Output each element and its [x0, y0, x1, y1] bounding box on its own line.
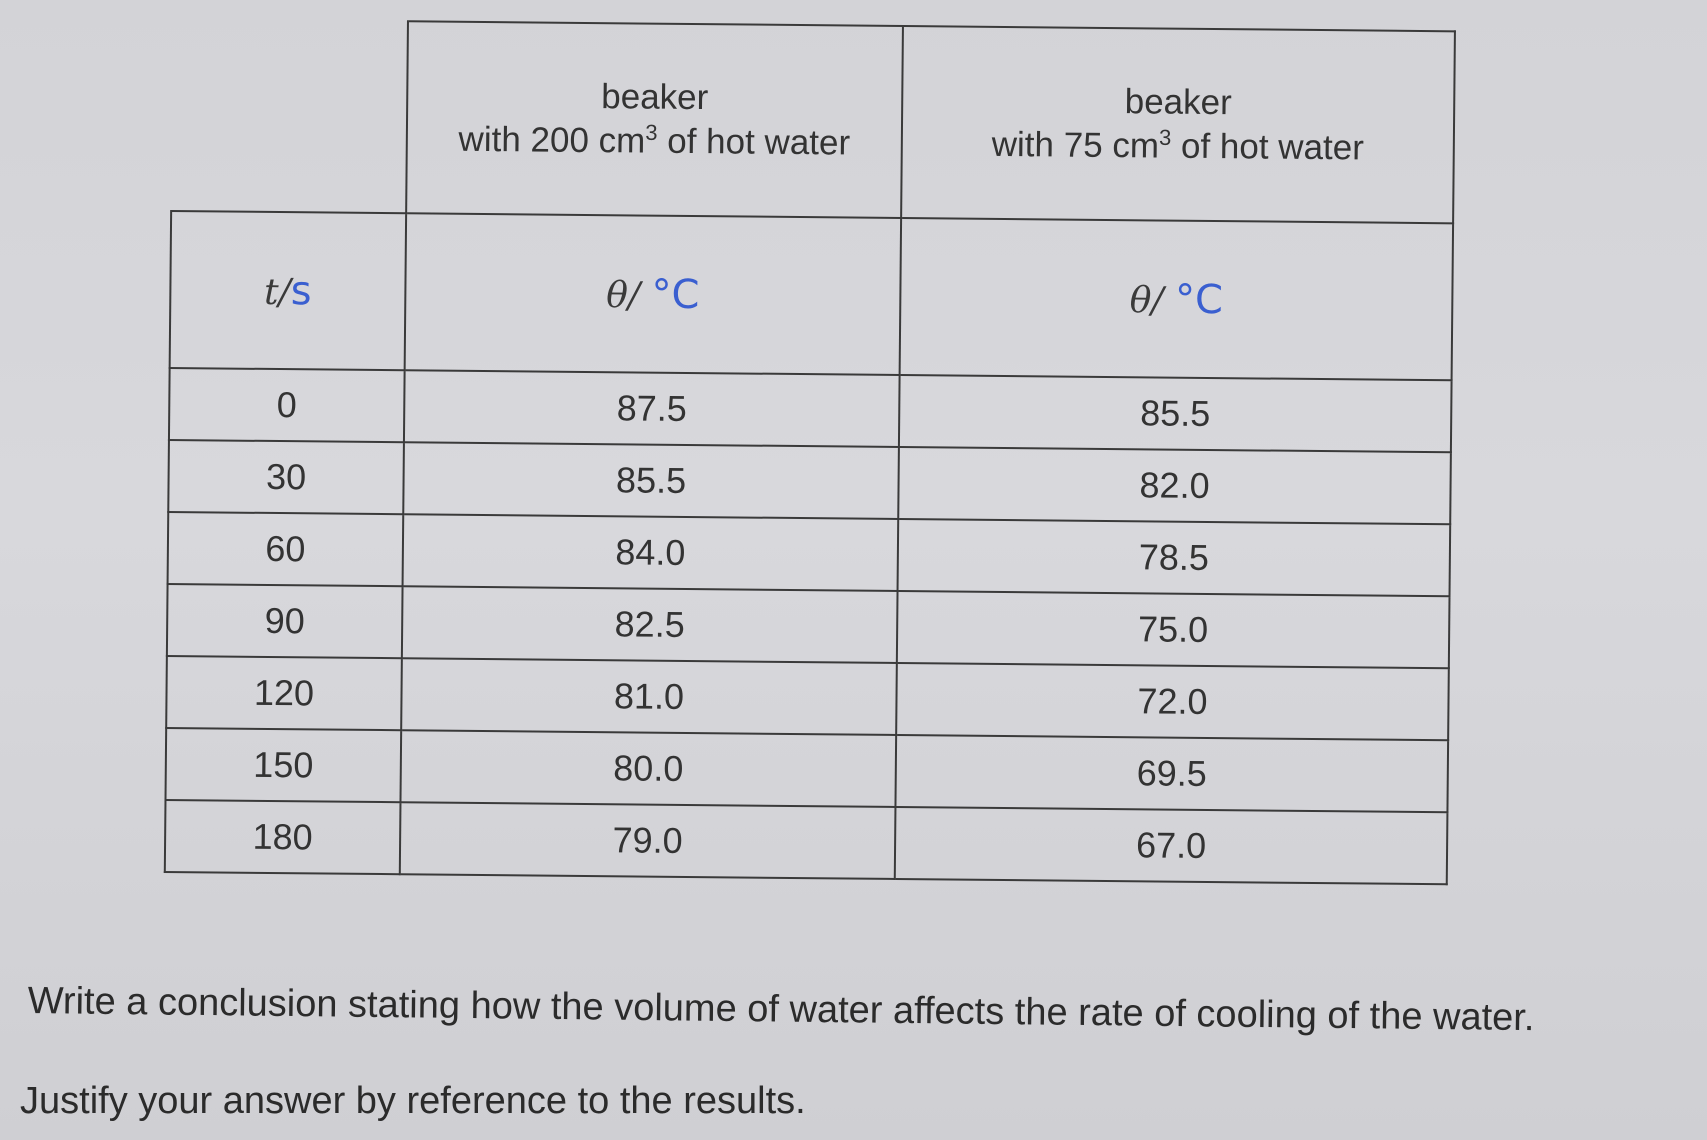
time-cell: 120: [166, 655, 402, 731]
header-beaker-200: beaker with 200 cm3 of hot water: [406, 21, 903, 219]
temp-75-cell: 82.0: [898, 446, 1451, 525]
unit-time-handwritten: s: [290, 267, 312, 314]
time-cell: 150: [165, 727, 402, 803]
header-beaker-200-prefix: with 200 cm: [458, 119, 646, 161]
table-row: 120 81.0 72.0: [166, 655, 1449, 741]
header-beaker-75-suffix: of hot water: [1171, 126, 1365, 168]
unit-col-a-handwritten: °C: [651, 271, 700, 318]
temp-75-cell: 72.0: [896, 662, 1449, 741]
temp-200-cell: 84.0: [402, 514, 899, 591]
unit-col-b-handwritten: °C: [1174, 276, 1224, 323]
header-beaker-75-line1: beaker: [1124, 82, 1232, 123]
temp-200-cell: 81.0: [401, 658, 897, 735]
unit-col-b-prefix: θ/: [1129, 279, 1176, 322]
header-beaker-75: beaker with 75 cm3 of hot water: [901, 26, 1455, 224]
blank-corner-cell: [171, 19, 408, 214]
table-row: 180 79.0 67.0: [164, 799, 1448, 885]
header-beaker-200-line2: with 200 cm3 of hot water: [408, 117, 901, 166]
table-row: 150 80.0 69.5: [165, 727, 1449, 813]
time-cell: 0: [168, 367, 405, 443]
question-text: Write a conclusion stating how the volum…: [27, 980, 1535, 1040]
temp-200-cell: 85.5: [403, 442, 899, 519]
temp-75-cell: 78.5: [897, 518, 1451, 597]
header-beaker-200-sup: 3: [645, 119, 658, 146]
table-row: 30 85.5 82.0: [168, 439, 1451, 525]
temp-200-cell: 79.0: [399, 802, 896, 879]
temp-75-cell: 67.0: [894, 806, 1448, 885]
header-beaker-200-line1: beaker: [601, 77, 709, 118]
time-cell: 90: [166, 583, 403, 659]
unit-time-cell[interactable]: t/s: [169, 211, 407, 371]
temp-75-cell: 75.0: [896, 590, 1450, 669]
results-table: beaker with 200 cm3 of hot water beaker …: [164, 18, 1456, 885]
temp-200-cell: 87.5: [403, 370, 900, 447]
temp-75-cell: 69.5: [895, 734, 1449, 813]
time-cell: 30: [168, 439, 404, 515]
temp-75-cell: 85.5: [898, 375, 1452, 453]
table-row: 0 87.5 85.5: [168, 367, 1452, 453]
unit-time-prefix: t/: [263, 271, 291, 313]
header-row: beaker with 200 cm3 of hot water beaker …: [171, 19, 1455, 224]
temp-200-cell: 82.5: [401, 586, 898, 663]
time-cell: 180: [164, 799, 401, 875]
header-beaker-75-prefix: with 75 cm: [991, 124, 1160, 166]
instruction-text: Justify your answer by reference to the …: [20, 1080, 806, 1122]
unit-col-a-cell[interactable]: θ/ °C: [404, 213, 902, 376]
header-beaker-200-suffix: of hot water: [657, 121, 851, 163]
table-row: 90 82.5 75.0: [166, 583, 1450, 669]
table-row: 60 84.0 78.5: [167, 511, 1451, 597]
header-beaker-75-sup: 3: [1158, 124, 1172, 150]
unit-col-b-cell[interactable]: θ/ °C: [899, 218, 1454, 381]
units-row: t/s θ/ °C θ/ °C: [169, 211, 1454, 381]
header-beaker-75-line2: with 75 cm3 of hot water: [903, 122, 1453, 171]
time-cell: 60: [167, 511, 404, 587]
temp-200-cell: 80.0: [400, 730, 897, 807]
unit-col-a-prefix: θ/: [606, 274, 652, 317]
